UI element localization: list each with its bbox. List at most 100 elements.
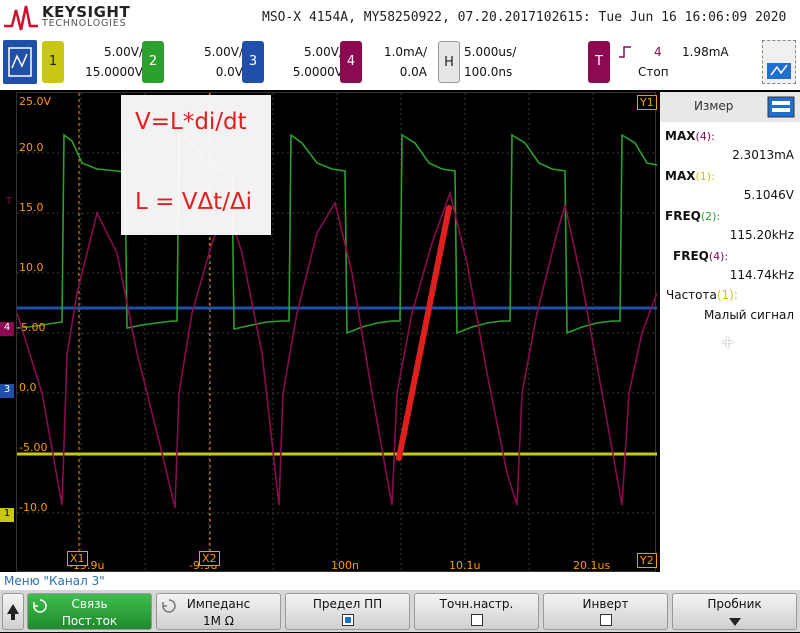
- back-button[interactable]: [2, 593, 24, 630]
- meas-2-value: 5.1046V: [743, 188, 794, 202]
- channel-4-scale: 1.0mA/: [383, 45, 427, 59]
- channel-4-ground-marker[interactable]: 4: [0, 322, 14, 336]
- cursor-x2-marker[interactable]: X2: [199, 551, 220, 566]
- trigger-box[interactable]: T 4 1.98mA Стоп: [588, 41, 738, 83]
- channel-3-number: 3: [242, 41, 264, 83]
- meas-1-value: 2.3013mA: [732, 148, 794, 162]
- x-label-5: 20.1us: [573, 559, 611, 572]
- channel-3-box[interactable]: 3 5.00V/ 5.0000V: [242, 41, 343, 83]
- softkey-bar: Связь Пост.ток Импеданс 1M Ω Предел ПП Т…: [0, 590, 800, 632]
- softkey-invert[interactable]: Инверт: [543, 593, 668, 630]
- softkey-coupling-label: Связь: [71, 597, 108, 611]
- softkey-invert-label: Инверт: [582, 597, 629, 611]
- add-measurement-button[interactable]: +: [720, 332, 736, 353]
- fine-checkbox[interactable]: [471, 614, 483, 626]
- measure-tab[interactable]: Измер: [660, 92, 800, 122]
- arrow-up-icon: [7, 604, 19, 620]
- cursor-y1-marker[interactable]: Y1: [637, 95, 657, 110]
- channel-1-ground-marker[interactable]: 1: [0, 508, 14, 522]
- meas-3-value: 115.20kHz: [729, 228, 794, 242]
- formula-box: [121, 95, 271, 235]
- softkey-impedance[interactable]: Импеданс 1M Ω: [156, 593, 281, 630]
- invert-checkbox[interactable]: [600, 614, 612, 626]
- brand-name: KEYSIGHT: [42, 3, 131, 21]
- softkey-probe[interactable]: Пробник: [672, 593, 797, 630]
- measurement-panel: Измер MAX(4): 2.3013mA MAX(1): 5.1046V F…: [660, 92, 800, 572]
- trigger-level: 1.98mA: [682, 45, 729, 59]
- horizontal-key: H: [438, 41, 460, 83]
- auto-measure-icon: [767, 63, 791, 79]
- channel-4-trace: [17, 190, 657, 509]
- meas-2-label: MAX(1):: [662, 168, 718, 184]
- top-bar: KEYSIGHT TECHNOLOGIES MSO-X 4154A, MY582…: [0, 0, 800, 36]
- rising-edge-icon: [619, 46, 631, 58]
- meas-5-value: Малый сигнал: [703, 308, 794, 322]
- arrow-down-icon: [729, 618, 741, 626]
- softkey-probe-label: Пробник: [707, 597, 762, 611]
- measure-toggle-button[interactable]: [762, 40, 796, 84]
- scope-title: MSO-X 4154A, MY58250922, 07.20.201710261…: [262, 10, 787, 25]
- channel-bar: 1 5.00V/ 15.0000V 2 5.00V/ 0.0V 3 5.00V/…: [0, 36, 800, 90]
- meas-1-label: MAX(4):: [662, 128, 718, 144]
- measure-tab-label: Измер: [694, 99, 734, 113]
- y-label-neg10: -10.0: [19, 501, 48, 514]
- brand-sub: TECHNOLOGIES: [42, 18, 127, 29]
- waveform-app-icon: [8, 47, 32, 77]
- menu-bar: Меню "Канал 3": [0, 572, 800, 590]
- softkey-bw-limit[interactable]: Предел ПП: [285, 593, 410, 630]
- channel-2-number: 2: [142, 41, 164, 83]
- meas-5-label: Частота(1):: [666, 288, 738, 302]
- channel-1-box[interactable]: 1 5.00V/ 15.0000V: [42, 41, 143, 83]
- menu-title: Меню "Канал 3": [4, 574, 105, 588]
- waveform-canvas: [17, 93, 657, 573]
- trigger-state: Стоп: [638, 65, 669, 79]
- x-label-4: 10.1u: [449, 559, 481, 572]
- channel-1-number: 1: [42, 41, 64, 83]
- cursor-y2-marker[interactable]: Y2: [637, 553, 657, 568]
- trigger-key: T: [588, 41, 610, 83]
- y-label-25: 25.0V: [19, 95, 52, 108]
- y-label-10: 10.0: [19, 261, 44, 274]
- horizontal-position: 100.0ns: [464, 65, 513, 79]
- softkey-fine[interactable]: Точн.настр.: [414, 593, 539, 630]
- y-label-5: 5.00: [21, 321, 46, 334]
- softkey-coupling[interactable]: Связь Пост.ток: [27, 593, 152, 630]
- formula-l-vdt-di: L = VΔt/Δi: [135, 189, 253, 215]
- cursor-x1-marker[interactable]: X1: [67, 551, 88, 566]
- softkey-impedance-value: 1M Ω: [203, 614, 234, 628]
- run-mode-button[interactable]: [3, 40, 37, 84]
- channel-2-offset: 0.0V: [215, 65, 243, 79]
- channel-2-box[interactable]: 2 5.00V/ 0.0V: [142, 41, 243, 83]
- horizontal-scale: 5.000us/: [464, 45, 517, 59]
- waveform-display[interactable]: V=L*di/dt L = VΔt/Δi 25.0V 20.0 15.0 10.…: [16, 92, 657, 573]
- meas-4-label: FREQ(4):: [670, 248, 732, 264]
- trigger-level-marker[interactable]: T: [6, 196, 13, 207]
- slope-annotation-line: [396, 205, 452, 461]
- softkey-bw-limit-label: Предел ПП: [312, 597, 383, 611]
- meas-4-value: 114.74kHz: [729, 268, 794, 282]
- measure-settings-icon[interactable]: [766, 95, 796, 119]
- bw-limit-checkbox[interactable]: [342, 614, 354, 626]
- y-label-0: 0.0: [19, 381, 37, 394]
- keysight-logo-icon: [4, 5, 38, 31]
- channel-4-number: 4: [340, 41, 362, 83]
- softkey-coupling-value: Пост.ток: [61, 614, 118, 628]
- channel-2-scale: 5.00V/: [204, 45, 243, 59]
- formula-vl-didt: V=L*di/dt: [135, 109, 247, 135]
- channel-3-ground-marker[interactable]: 3: [0, 384, 14, 398]
- softkey-fine-label: Точн.настр.: [439, 597, 514, 611]
- channel-3-scale: 5.00V/: [304, 45, 343, 59]
- meas-3-label: FREQ(2):: [662, 208, 724, 224]
- x-label-3: 100n: [331, 559, 359, 572]
- channel-1-scale: 5.00V/: [104, 45, 143, 59]
- y-label-20: 20.0: [19, 141, 44, 154]
- y-label-neg5: -5.00: [19, 441, 48, 454]
- horizontal-box[interactable]: H 5.000us/ 100.0ns: [438, 41, 538, 83]
- channel-4-offset: 0.0A: [399, 65, 427, 79]
- channel-3-offset: 5.0000V: [292, 65, 343, 79]
- channel-1-offset: 15.0000V: [85, 65, 143, 79]
- channel-4-box[interactable]: 4 1.0mA/ 0.0A: [340, 41, 440, 83]
- softkey-impedance-label: Импеданс: [186, 597, 251, 611]
- rotate-knob-icon: [33, 599, 47, 613]
- trigger-source: 4: [654, 45, 662, 59]
